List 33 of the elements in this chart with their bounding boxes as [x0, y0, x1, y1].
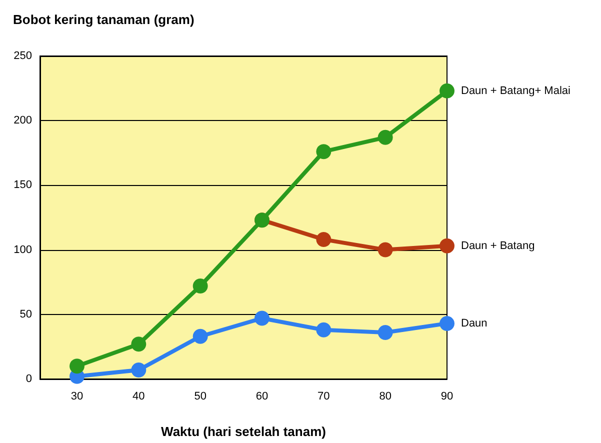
y-tick-label: 50: [20, 308, 32, 320]
series-label: Daun: [461, 317, 488, 330]
series-label: Daun + Batang+ Malai: [461, 84, 570, 97]
x-tick-label: 40: [132, 390, 145, 402]
y-tick-label: 250: [14, 50, 32, 62]
series-label: Daun + Batang: [461, 240, 535, 252]
point: [192, 328, 208, 344]
point: [131, 336, 146, 352]
point: [316, 144, 332, 160]
y-tick-label: 100: [14, 244, 32, 256]
point: [440, 316, 454, 331]
chart-title: Bobot kering tanaman (gram): [13, 12, 194, 27]
x-tick-label: 50: [194, 390, 206, 402]
point: [70, 358, 84, 374]
y-tick-label: 150: [14, 179, 32, 192]
x-tick-label: 60: [256, 390, 268, 402]
point: [316, 232, 332, 247]
x-tick-label: 90: [440, 390, 454, 402]
point: [378, 130, 393, 145]
x-axis-title: Waktu (hari setelah tanam): [161, 424, 326, 439]
point: [378, 242, 393, 258]
point: [378, 324, 393, 340]
point: [192, 278, 208, 294]
point: [131, 362, 146, 378]
point: [316, 322, 332, 338]
x-tick-label: 30: [70, 390, 84, 402]
x-tick-label: 80: [379, 390, 392, 402]
point: [254, 310, 270, 326]
x-tick-label: 70: [318, 390, 330, 402]
point: [440, 238, 454, 254]
y-tick-label: 0: [26, 373, 32, 385]
point: [440, 83, 454, 98]
y-tick-label: 200: [14, 114, 32, 127]
